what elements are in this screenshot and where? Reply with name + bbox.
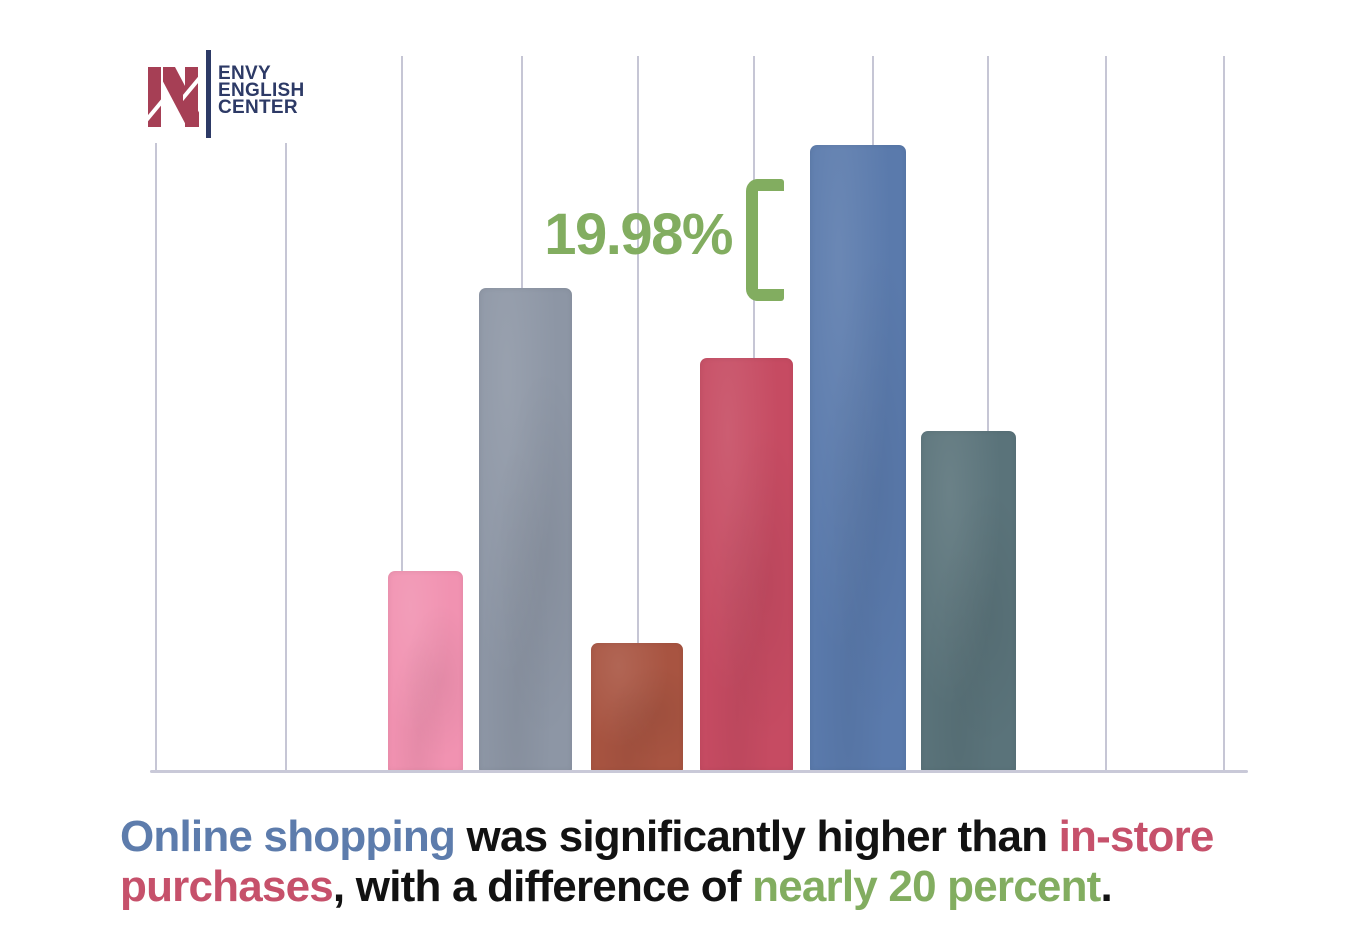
caption-segment: was significantly higher than [466,812,1059,861]
bar-in-store-purchases [700,358,793,771]
logo-line-envy: ENVY [218,63,271,84]
caption-segment: Online shopping [120,812,467,861]
logo-line-english: ENGLISH [218,80,305,101]
logo-text: ENVY ENGLISH CENTER [218,63,305,118]
difference-label: 19.98% [544,202,733,267]
bar-rust [591,643,683,771]
logo: ENVY ENGLISH CENTER [138,34,334,142]
gridline [987,56,989,771]
chart-baseline [150,770,1248,773]
gridline [1105,56,1107,771]
caption-segment: purchases [120,862,334,911]
caption-segment: , with a difference of [332,862,753,911]
caption-segment: nearly 20 percent [752,862,1101,911]
bar-pink [388,571,463,771]
caption-segment: in-store [1058,812,1215,861]
difference-bracket-icon [746,179,784,301]
logo-n-icon [147,67,199,127]
caption: Online shopping was significantly higher… [120,812,1340,912]
bar-teal [921,431,1016,771]
gridline [1223,56,1225,771]
logo-divider [206,50,211,138]
caption-segment: . [1100,862,1113,911]
gridline [637,56,639,771]
caption-line1: Online shopping was significantly higher… [120,812,1340,862]
bar-online-shopping [810,145,906,771]
gridline [401,56,403,771]
bar-slate [479,288,572,771]
logo-line-center: CENTER [218,97,298,118]
gridline [155,143,157,771]
caption-line2: purchases, with a difference of nearly 2… [120,862,1340,912]
gridline [285,143,287,771]
